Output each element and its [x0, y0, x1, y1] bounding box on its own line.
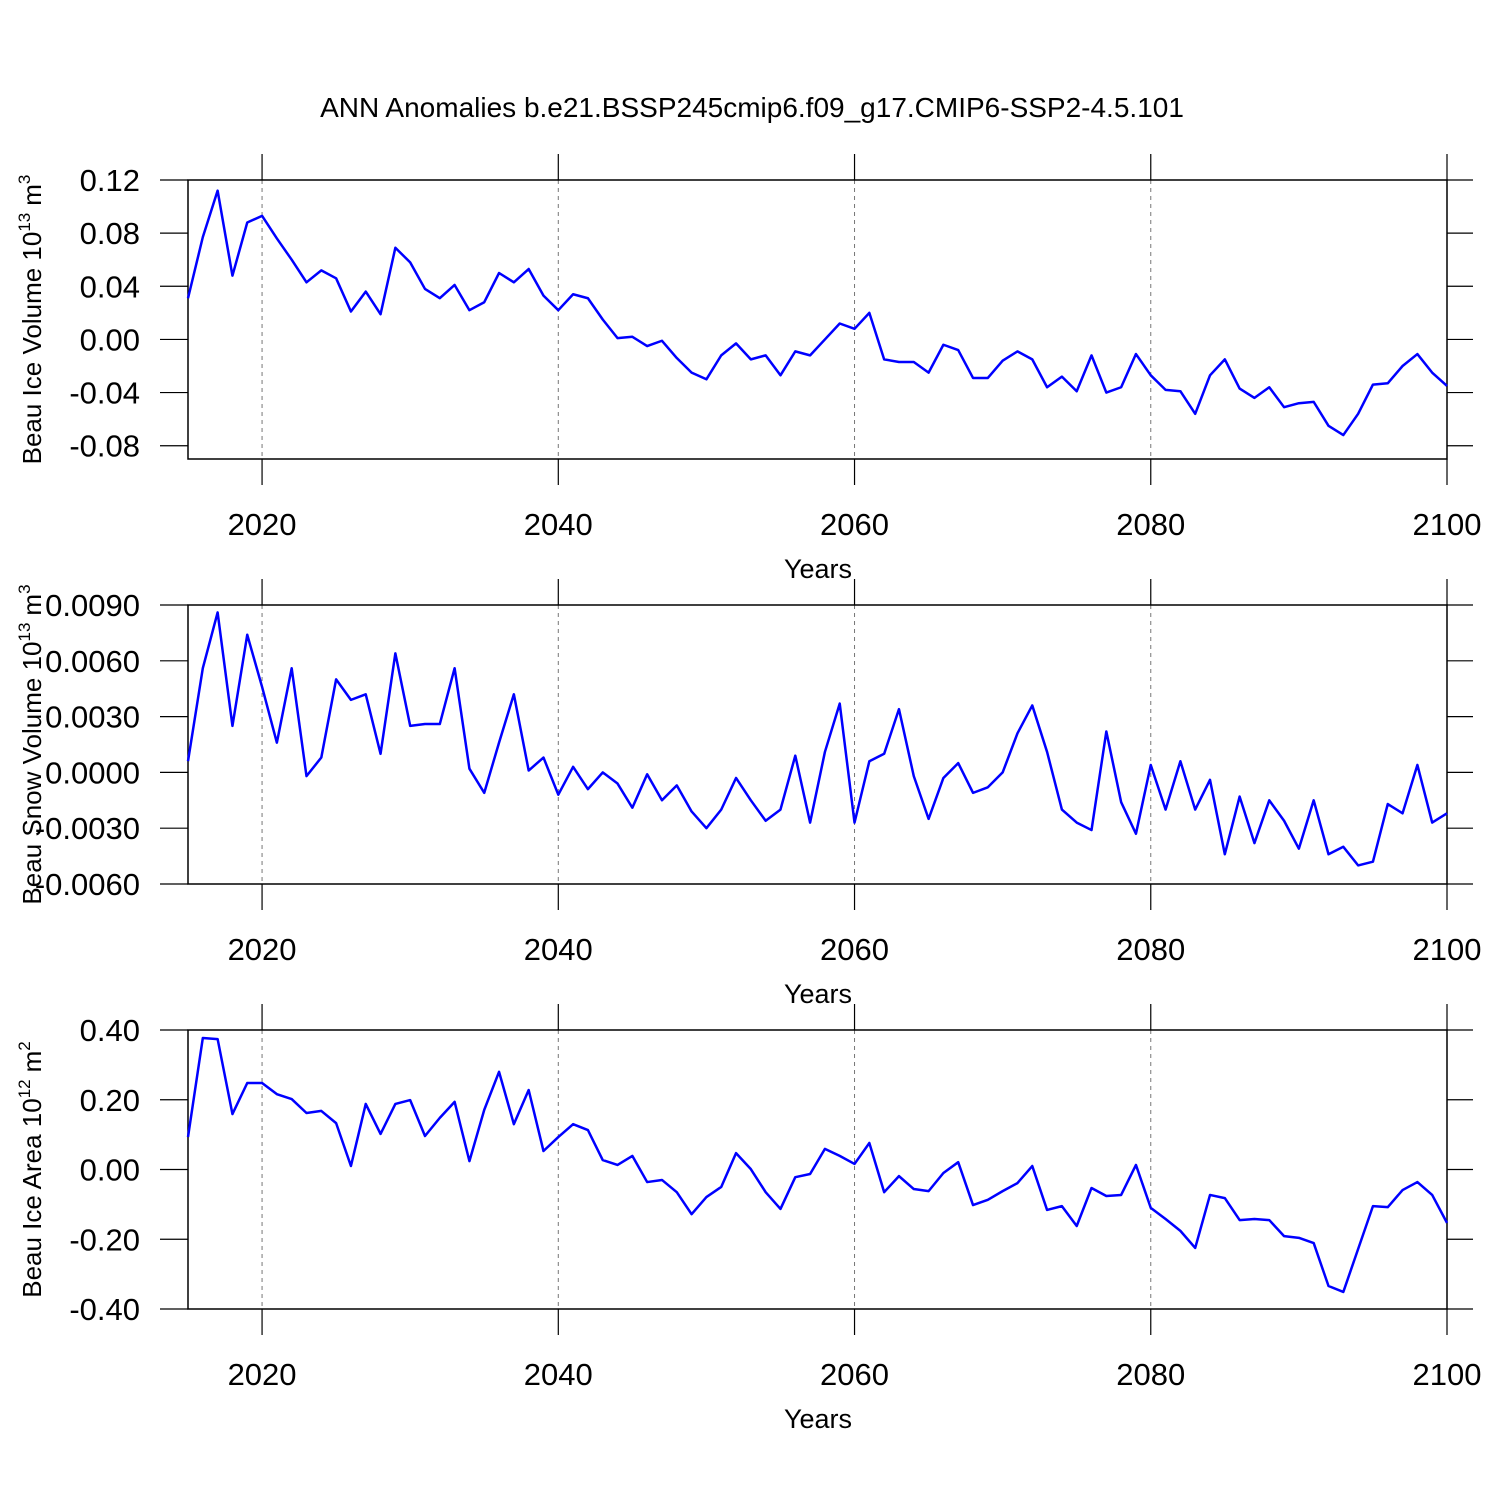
y-tick-label: 0.12 — [80, 163, 140, 198]
y-tick-label: -0.0030 — [35, 811, 140, 846]
y-tick-label: 0.0060 — [45, 644, 140, 679]
x-tick-label: 2060 — [820, 1357, 889, 1392]
x-tick-label: 2080 — [1116, 507, 1185, 542]
data-line — [186, 611, 1448, 867]
x-tick-label: 2020 — [228, 507, 297, 542]
y-tick-label: 0.20 — [80, 1083, 140, 1118]
y-tick-label: 0.08 — [80, 216, 140, 251]
x-tick-label: 2040 — [524, 507, 593, 542]
y-tick-label: 0.40 — [80, 1013, 140, 1048]
y-tick-label: 0.00 — [80, 1153, 140, 1188]
x-tick-label: 2080 — [1116, 1357, 1185, 1392]
x-tick-label: 2100 — [1413, 1357, 1482, 1392]
y-axis-label-exponent: 12 — [15, 1079, 34, 1098]
y-tick-label: 0.0030 — [45, 700, 140, 735]
x-tick-label: 2100 — [1413, 507, 1482, 542]
y-axis-label-unit-exponent: 3 — [15, 584, 34, 593]
x-tick-label: 2060 — [820, 932, 889, 967]
figure-title: ANN Anomalies b.e21.BSSP245cmip6.f09_g17… — [320, 92, 1184, 123]
plot-frame — [187, 1029, 1448, 1310]
y-axis-label-unit: m — [17, 1051, 47, 1073]
y-axis-label-text: Beau Ice Volume 10 — [17, 232, 47, 465]
y-axis-label-unit: m — [17, 184, 47, 206]
y-tick-label: 0.04 — [80, 269, 140, 304]
x-tick-label: 2100 — [1413, 932, 1482, 967]
y-tick-label: 0.0000 — [45, 755, 140, 790]
y-axis-label-unit-exponent: 3 — [15, 175, 34, 184]
y-tick-label: 0.0090 — [45, 588, 140, 623]
y-tick-label: -0.40 — [69, 1292, 140, 1327]
x-tick-label: 2020 — [228, 1357, 297, 1392]
y-tick-label: -0.0060 — [35, 867, 140, 902]
plot-frame — [187, 179, 1448, 460]
y-axis-label-exponent: 13 — [15, 623, 34, 642]
y-tick-label: -0.20 — [69, 1222, 140, 1257]
x-tick-label: 2040 — [524, 1357, 593, 1392]
x-tick-label: 2060 — [820, 507, 889, 542]
y-axis-label-text: Beau Snow Volume 10 — [17, 641, 47, 904]
y-tick-label: -0.08 — [69, 429, 140, 464]
y-tick-label: 0.00 — [80, 322, 140, 357]
data-line — [186, 189, 1448, 437]
y-axis-label-text: Beau Ice Area 10 — [17, 1098, 47, 1297]
y-axis-label: Beau Snow Volume 1013 m3 — [15, 584, 47, 904]
x-axis-label: Years — [784, 1404, 852, 1434]
y-axis-label: Beau Ice Volume 1013 m3 — [15, 175, 47, 465]
x-axis-label: Years — [784, 554, 852, 584]
y-axis-label-unit: m — [17, 594, 47, 616]
x-tick-label: 2040 — [524, 932, 593, 967]
x-tick-label: 2020 — [228, 932, 297, 967]
data-line — [186, 1036, 1449, 1294]
x-tick-label: 2080 — [1116, 932, 1185, 967]
plot-frame — [187, 604, 1448, 885]
y-axis-label-unit-exponent: 2 — [15, 1041, 34, 1050]
x-axis-label: Years — [784, 979, 852, 1009]
y-axis-label-exponent: 13 — [15, 213, 34, 232]
y-axis-label: Beau Ice Area 1012 m2 — [15, 1041, 47, 1298]
y-tick-label: -0.04 — [69, 376, 140, 411]
